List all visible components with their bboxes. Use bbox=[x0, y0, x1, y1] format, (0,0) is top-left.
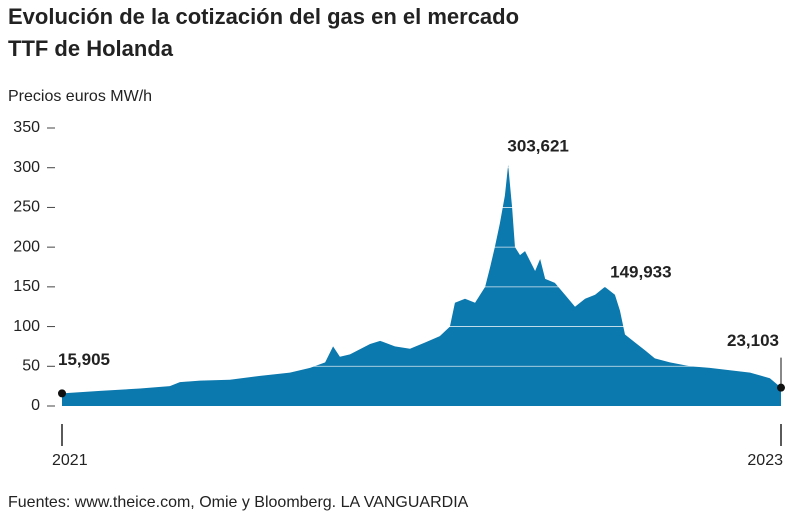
annotation: 15,905 bbox=[58, 350, 110, 369]
y-tick-label: 300 bbox=[13, 159, 40, 176]
marker bbox=[58, 389, 66, 398]
y-tick-label: 350 bbox=[13, 119, 40, 136]
source: Fuentes: www.theice.com, Omie y Bloomber… bbox=[8, 494, 469, 511]
y-tick-label: 250 bbox=[13, 199, 40, 216]
y-tick-label: 150 bbox=[13, 278, 40, 295]
y-tick-label: 50 bbox=[22, 358, 40, 375]
y-tick-label: 0 bbox=[31, 397, 40, 414]
y-axis-label: Precios euros MW/h bbox=[8, 88, 152, 105]
y-tick-label: 100 bbox=[13, 318, 40, 335]
annotation: 149,933 bbox=[610, 262, 671, 281]
chart-title: TTF de Holanda bbox=[8, 36, 174, 61]
y-tick-label: 200 bbox=[13, 238, 40, 255]
x-tick-label: 2021 bbox=[52, 452, 88, 469]
annotation: 23,103 bbox=[727, 331, 779, 350]
annotation: 303,621 bbox=[507, 136, 568, 155]
x-tick-label: 2023 bbox=[747, 452, 783, 469]
chart-title: Evolución de la cotización del gas en el… bbox=[8, 4, 519, 29]
marker bbox=[777, 383, 785, 392]
area bbox=[62, 164, 781, 406]
